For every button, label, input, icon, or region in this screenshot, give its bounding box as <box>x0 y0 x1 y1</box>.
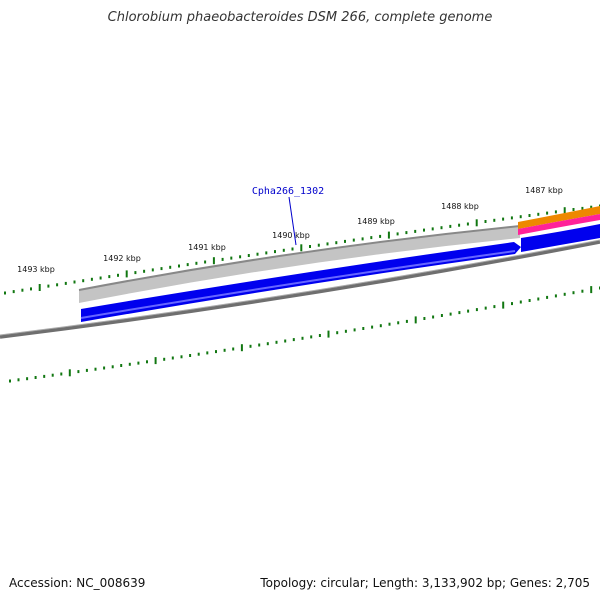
genome-backbone-highlight <box>0 239 600 336</box>
tick-labels: 1493 kbp 1492 kbp 1491 kbp 1490 kbp 1489 kbp… <box>17 186 563 274</box>
accession-text: Accession: NC_008639 <box>9 576 146 590</box>
gene-label-cpha266-1302[interactable]: Cpha266_1302 <box>252 186 324 197</box>
tick-label: 1489 kbp <box>357 217 395 226</box>
page-title: Chlorobium phaeobacteroides DSM 266, com… <box>107 10 493 25</box>
gene-label-leader <box>288 196 297 246</box>
tick-label: 1488 kbp <box>441 202 479 211</box>
tick-label: 1490 kbp <box>272 231 310 240</box>
gene-orange[interactable] <box>518 206 600 229</box>
gene-blue-right[interactable] <box>521 224 600 252</box>
genome-summary-text: Topology: circular; Length: 3,133,902 bp… <box>260 576 590 590</box>
tick-label: 1492 kbp <box>103 254 141 263</box>
tick-label: 1487 kbp <box>525 186 563 195</box>
gene-gray-band-top-edge <box>78 225 521 291</box>
inner-tick-marks <box>9 286 600 383</box>
genome-backbone <box>0 240 600 339</box>
tick-label: 1493 kbp <box>17 265 55 274</box>
gene-pink[interactable] <box>518 214 600 235</box>
gene-blue-main-highlight <box>80 250 516 319</box>
outer-tick-marks <box>4 204 600 295</box>
gene-gray-band[interactable] <box>79 226 520 303</box>
tick-label: 1491 kbp <box>188 243 226 252</box>
